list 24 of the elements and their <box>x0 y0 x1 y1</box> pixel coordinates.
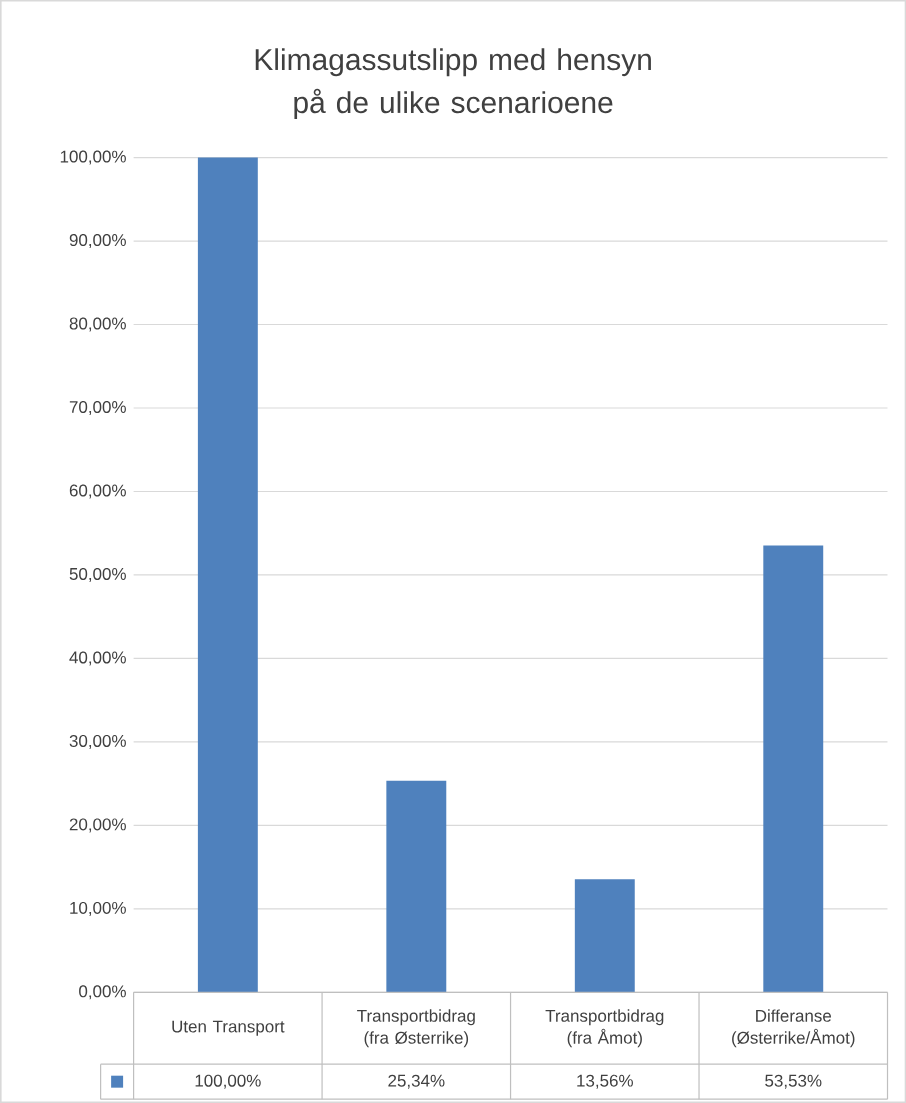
x-tick-label: Uten Transport <box>172 1020 285 1036</box>
bar <box>197 157 258 993</box>
y-tick-label: 0,00% <box>78 985 126 1000</box>
y-tick-label: 40,00% <box>69 651 126 666</box>
bar <box>574 879 635 993</box>
y-tick-label: 50,00% <box>69 567 126 582</box>
x-tick-label: Transportbidrag (fra Åmot) <box>545 1009 664 1048</box>
data-label: 25,34% <box>388 1074 445 1089</box>
y-tick-label: 60,00% <box>69 484 126 499</box>
y-tick-label: 80,00% <box>69 317 126 332</box>
y-tick-label: 90,00% <box>69 234 126 249</box>
bar <box>386 780 447 993</box>
data-label: 13,56% <box>577 1074 633 1089</box>
data-label: 53,53% <box>765 1074 822 1089</box>
y-tick-label: 70,00% <box>69 401 126 416</box>
x-tick-label: Differanse (Østerrike/Åmot) <box>731 1009 855 1048</box>
data-label: 100,00% <box>195 1074 261 1089</box>
bar <box>763 545 824 993</box>
x-tick-label: Transportbidrag (fra Østerrike) <box>356 1009 475 1048</box>
y-tick-label: 10,00% <box>70 901 126 916</box>
y-tick-label: 30,00% <box>69 734 126 749</box>
chart-title: Klimagassutslipp med hensyn på de ulike scenarioene <box>255 48 651 120</box>
y-tick-label: 20,00% <box>69 818 126 833</box>
y-tick-label: 100,00% <box>60 150 126 165</box>
